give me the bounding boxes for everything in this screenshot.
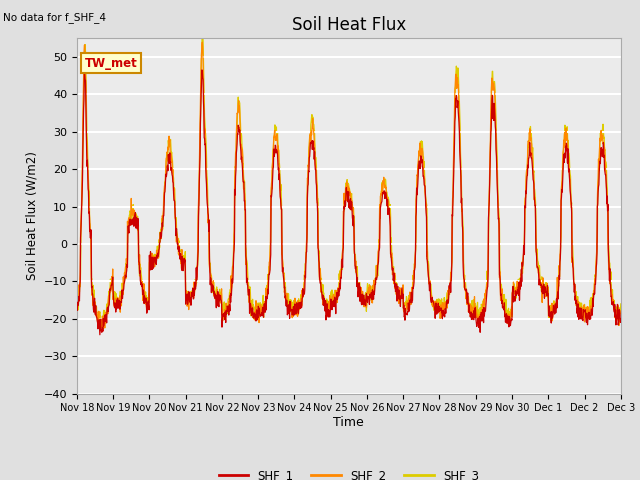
Text: No data for f_SHF_4: No data for f_SHF_4: [3, 12, 106, 23]
Title: Soil Heat Flux: Soil Heat Flux: [292, 16, 406, 34]
Text: TW_met: TW_met: [85, 57, 138, 70]
X-axis label: Time: Time: [333, 416, 364, 429]
Legend: SHF_1, SHF_2, SHF_3: SHF_1, SHF_2, SHF_3: [214, 465, 484, 480]
Y-axis label: Soil Heat Flux (W/m2): Soil Heat Flux (W/m2): [25, 152, 38, 280]
